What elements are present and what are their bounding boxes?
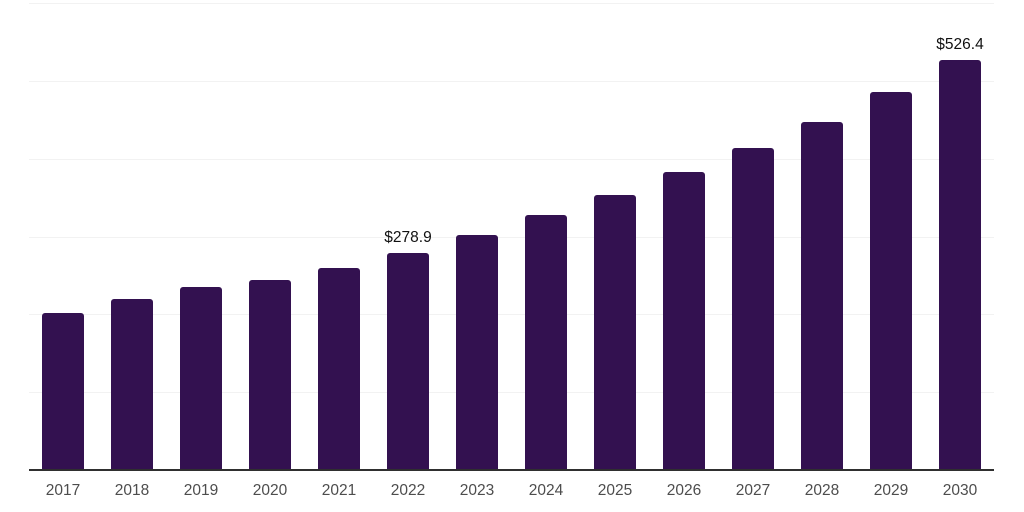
x-tick-2022: 2022 [390,482,426,499]
gridline-400 [29,159,994,160]
bar-2019 [180,287,222,469]
gridline-300 [29,237,994,238]
x-tick-2019: 2019 [183,482,219,499]
gridline-600 [29,3,994,4]
gridline-200 [29,314,994,315]
x-tick-2023: 2023 [459,482,495,499]
bar-2018 [111,299,153,469]
bar-2024 [525,215,567,469]
bar-2017 [42,313,84,469]
bar-2029 [870,92,912,469]
bar-2020 [249,280,291,469]
x-axis-line [29,469,994,471]
bar-2027 [732,148,774,469]
x-tick-2027: 2027 [735,482,771,499]
x-tick-2030: 2030 [942,482,978,499]
bar-2021 [318,268,360,469]
x-tick-2024: 2024 [528,482,564,499]
data-label-2030: $526.4 [936,36,984,53]
gridline-100 [29,392,994,393]
bar-2025 [594,195,636,469]
x-tick-2026: 2026 [666,482,702,499]
x-tick-2020: 2020 [252,482,288,499]
x-tick-2029: 2029 [873,482,909,499]
bar-2028 [801,122,843,469]
data-label-2022: $278.9 [384,229,432,246]
x-tick-2028: 2028 [804,482,840,499]
gridline-500 [29,81,994,82]
x-tick-2018: 2018 [114,482,150,499]
x-tick-2017: 2017 [45,482,81,499]
x-tick-2021: 2021 [321,482,357,499]
bar-2026 [663,172,705,469]
bar-2023 [456,235,498,469]
bar-2030 [939,60,981,469]
x-tick-2025: 2025 [597,482,633,499]
bar-2022 [387,253,429,469]
